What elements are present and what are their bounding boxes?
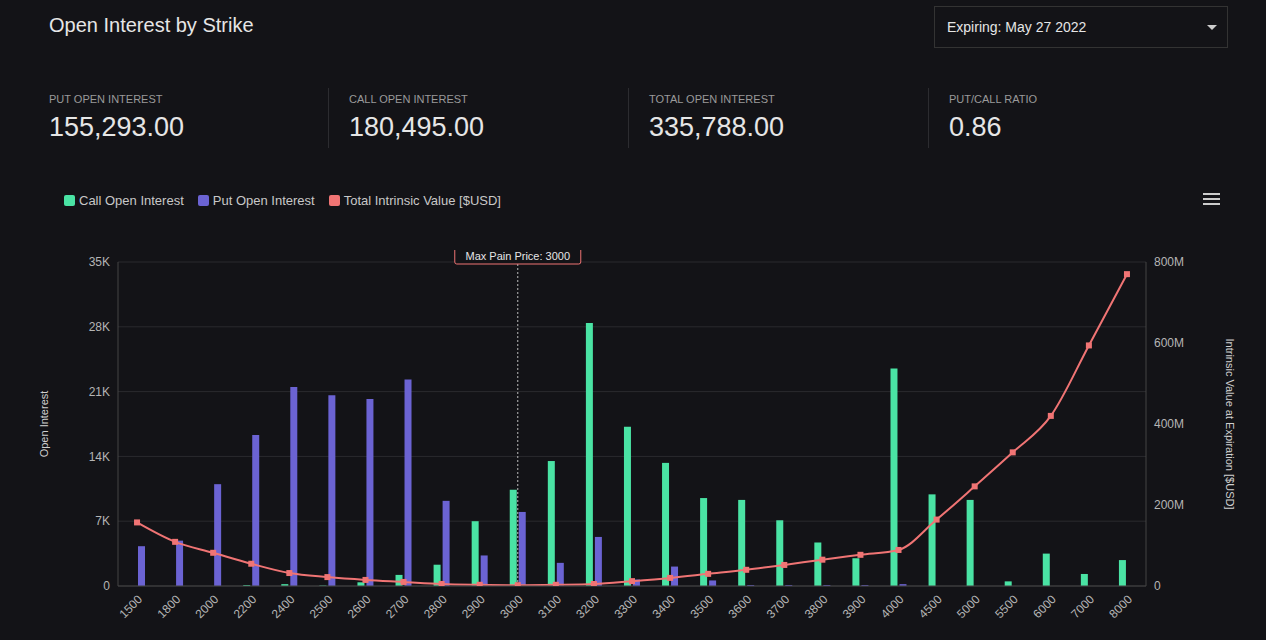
html-text:Put Open Interest: Put Open Interest [212,193,315,208]
svg-text:3100: 3100 [535,592,564,621]
svg-text:14K: 14K [89,450,110,464]
svg-text:3400: 3400 [649,592,678,621]
svg-text:800M: 800M [1154,255,1184,269]
svg-text:6000: 6000 [1030,592,1059,621]
svg-text:8000: 8000 [1106,592,1135,621]
svg-text:2800: 2800 [421,592,450,621]
svg-text:3000: 3000 [497,592,526,621]
html-text:PUT/CALL RATIO: PUT/CALL RATIO [949,93,1037,105]
html-text:TOTAL OPEN INTEREST: TOTAL OPEN INTEREST [649,93,775,105]
svg-text:1500: 1500 [116,592,145,621]
html-text:Total Intrinsic Value [$USD]: Total Intrinsic Value [$USD] [343,193,501,208]
svg-text:5500: 5500 [992,592,1021,621]
svg-text:4000: 4000 [878,592,907,621]
svg-text:3600: 3600 [726,592,755,621]
svg-text:4500: 4500 [916,592,945,621]
html-text:Expiring: May 27 2022: Expiring: May 27 2022 [947,19,1087,35]
svg-text:2900: 2900 [459,592,488,621]
svg-text:5000: 5000 [954,592,983,621]
svg-text:0: 0 [103,579,110,593]
html-text:PUT OPEN INTEREST: PUT OPEN INTEREST [49,93,163,105]
svg-text:3800: 3800 [802,592,831,621]
svg-text:21K: 21K [89,385,110,399]
svg-text:2400: 2400 [269,592,298,621]
svg-text:35K: 35K [89,255,110,269]
html-text:CALL OPEN INTEREST: CALL OPEN INTEREST [349,93,468,105]
svg-text:3500: 3500 [688,592,717,621]
html-text:180,495.00: 180,495.00 [349,112,485,142]
svg-text:3300: 3300 [611,592,640,621]
svg-text:2700: 2700 [383,592,412,621]
svg-text:3700: 3700 [764,592,793,621]
svg-text:Open Interest: Open Interest [38,391,50,458]
svg-text:200M: 200M [1154,498,1184,512]
html-text:335,788.00: 335,788.00 [649,112,785,142]
html-text:Open Interest by Strike: Open Interest by Strike [49,14,254,36]
svg-text:2000: 2000 [193,592,222,621]
svg-text:7K: 7K [95,514,110,528]
svg-text:3900: 3900 [840,592,869,621]
svg-text:Max Pain Price: 3000: Max Pain Price: 3000 [465,250,570,262]
svg-text:2600: 2600 [345,592,374,621]
svg-text:3200: 3200 [573,592,602,621]
html-text:0.86: 0.86 [949,112,1002,142]
svg-text:7000: 7000 [1068,592,1097,621]
svg-text:600M: 600M [1154,336,1184,350]
svg-text:2200: 2200 [231,592,260,621]
html-text:155,293.00: 155,293.00 [49,112,185,142]
svg-text:0: 0 [1154,579,1161,593]
svg-text:1800: 1800 [154,592,183,621]
svg-text:400M: 400M [1154,417,1184,431]
svg-text:Intrinsic Value at Expiration: Intrinsic Value at Expiration [$USD] [1224,339,1236,510]
svg-text:28K: 28K [89,320,110,334]
svg-text:2500: 2500 [307,592,336,621]
html-text:Call Open Interest: Call Open Interest [79,193,184,208]
